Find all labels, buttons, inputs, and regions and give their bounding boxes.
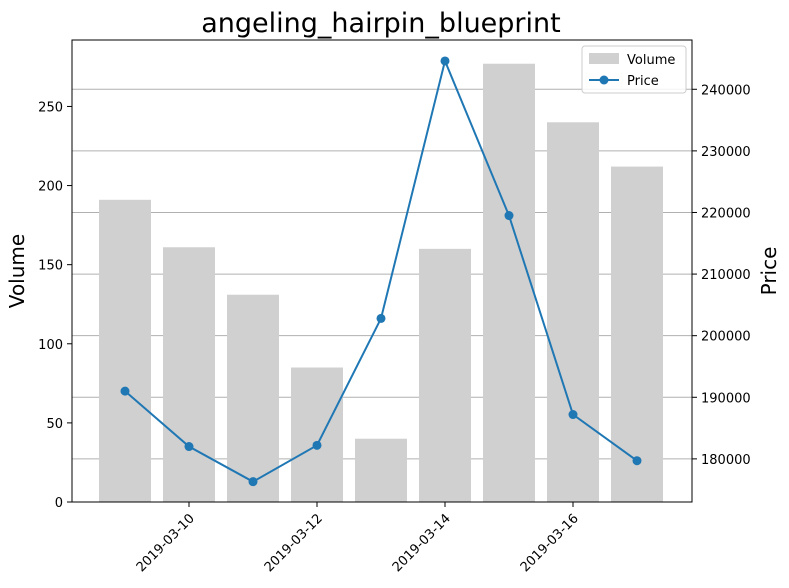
- y-axis-left-label: Volume: [5, 234, 29, 308]
- y-left-tick-label: 150: [38, 259, 63, 274]
- legend: Volume Price: [581, 45, 687, 94]
- price-point: [312, 440, 322, 450]
- y-right-tick-label: 230000: [701, 145, 751, 160]
- legend-price-label: Price: [627, 74, 659, 89]
- price-point: [440, 56, 450, 66]
- volume-bar: [99, 199, 151, 502]
- legend-price-marker: [599, 75, 609, 85]
- price-point: [504, 211, 514, 221]
- volume-bar: [291, 367, 343, 502]
- y-right-tick-label: 220000: [701, 206, 751, 221]
- x-tick-label: 2019-03-10: [134, 511, 198, 575]
- y-right-tick-label: 210000: [701, 268, 751, 283]
- y-left-tick-label: 200: [38, 180, 63, 195]
- price-point: [120, 386, 130, 396]
- price-point: [568, 410, 578, 420]
- plot-frame: [71, 39, 693, 503]
- y-axis-right-label: Price: [757, 247, 781, 296]
- price-point: [248, 477, 258, 487]
- y-right-tick-label: 180000: [701, 453, 751, 468]
- x-tick-label: 2019-03-12: [262, 511, 326, 575]
- volume-bar: [547, 122, 599, 502]
- y-left-tick-label: 0: [55, 496, 63, 511]
- y-left-tick-label: 250: [38, 100, 63, 115]
- legend-volume-swatch: [589, 53, 619, 64]
- x-tick-label: 2019-03-16: [518, 511, 582, 575]
- volume-bar: [611, 166, 663, 502]
- price-point: [376, 313, 386, 323]
- y-left-tick-label: 100: [38, 338, 63, 353]
- volume-bar: [419, 248, 471, 502]
- volume-bar: [227, 294, 279, 502]
- y-right-tick-label: 200000: [701, 330, 751, 345]
- y-left-tick-label: 50: [46, 417, 63, 432]
- volume-bar: [483, 63, 535, 502]
- volume-bar: [355, 438, 407, 502]
- price-point: [632, 456, 642, 466]
- y-right-tick-label: 190000: [701, 391, 751, 406]
- line-layer: [120, 56, 642, 487]
- chart-title: angeling_hairpin_blueprint: [201, 8, 560, 39]
- x-tick-label: 2019-03-14: [390, 511, 454, 575]
- y-right-tick-label: 240000: [701, 83, 751, 98]
- volume-bar: [163, 247, 215, 502]
- price-point: [184, 442, 194, 452]
- bar-layer: [99, 63, 663, 502]
- legend-volume-label: Volume: [627, 53, 675, 68]
